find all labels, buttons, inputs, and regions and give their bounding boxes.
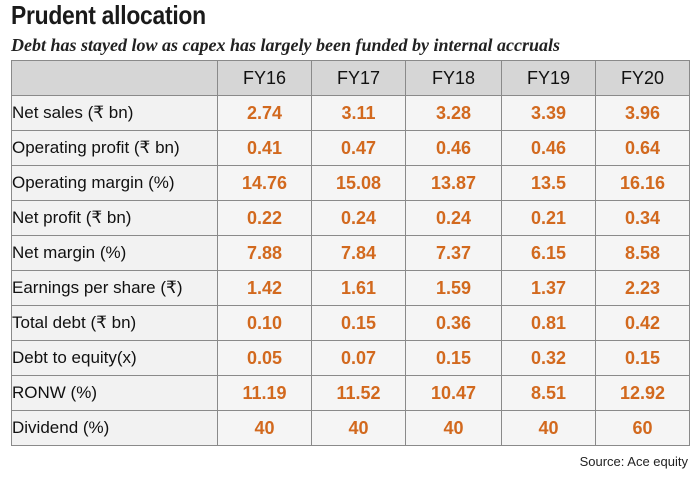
value-cell: 11.52 — [311, 375, 406, 411]
value-cell: 1.59 — [405, 270, 502, 306]
table-body: Net sales (₹ bn) 2.74 3.11 3.28 3.39 3.96 Oper… — [11, 95, 690, 446]
table-row: Dividend (%) 40 40 40 40 60 — [11, 410, 690, 446]
value-cell: 13.5 — [501, 165, 596, 201]
value-cell: 0.21 — [501, 200, 596, 236]
column-header-fy20: FY20 — [595, 60, 690, 96]
value-cell: 0.15 — [595, 340, 690, 376]
value-cell: 11.19 — [217, 375, 312, 411]
value-cell: 0.46 — [405, 130, 502, 166]
value-cell: 13.87 — [405, 165, 502, 201]
table-row: Net sales (₹ bn) 2.74 3.11 3.28 3.39 3.96 — [11, 95, 690, 131]
value-cell: 0.42 — [595, 305, 690, 341]
header-row: FY16 FY17 FY18 FY19 FY20 — [11, 60, 690, 96]
row-label: Debt to equity(x) — [11, 340, 218, 376]
value-cell: 60 — [595, 410, 690, 446]
table-row: RONW (%) 11.19 11.52 10.47 8.51 12.92 — [11, 375, 690, 411]
value-cell: 0.34 — [595, 200, 690, 236]
table-row: Operating profit (₹ bn) 0.41 0.47 0.46 0.46 0… — [11, 130, 690, 166]
table-row: Debt to equity(x) 0.05 0.07 0.15 0.32 0.15 — [11, 340, 690, 376]
column-header-fy18: FY18 — [405, 60, 502, 96]
value-cell: 1.61 — [311, 270, 406, 306]
value-cell: 0.24 — [311, 200, 406, 236]
table-row: Net profit (₹ bn) 0.22 0.24 0.24 0.21 0.34 — [11, 200, 690, 236]
chart-subtitle: Debt has stayed low as capex has largely… — [11, 35, 560, 55]
value-cell: 0.15 — [311, 305, 406, 341]
value-cell: 0.64 — [595, 130, 690, 166]
value-cell: 6.15 — [501, 235, 596, 271]
value-cell: 0.24 — [405, 200, 502, 236]
value-cell: 0.32 — [501, 340, 596, 376]
row-label: Net sales (₹ bn) — [11, 95, 218, 131]
value-cell: 0.46 — [501, 130, 596, 166]
value-cell: 0.15 — [405, 340, 502, 376]
table-row: Earnings per share (₹) 1.42 1.61 1.59 1.37 2.… — [11, 270, 690, 306]
value-cell: 40 — [501, 410, 596, 446]
value-cell: 8.51 — [501, 375, 596, 411]
value-cell: 8.58 — [595, 235, 690, 271]
value-cell: 3.39 — [501, 95, 596, 131]
row-label: Operating margin (%) — [11, 165, 218, 201]
source-note: Source: Ace equity — [579, 454, 688, 469]
value-cell: 40 — [217, 410, 312, 446]
value-cell: 7.37 — [405, 235, 502, 271]
header-corner-cell — [11, 60, 218, 96]
column-header-fy16: FY16 — [217, 60, 312, 96]
value-cell: 1.42 — [217, 270, 312, 306]
value-cell: 0.41 — [217, 130, 312, 166]
value-cell: 7.84 — [311, 235, 406, 271]
table-row: Operating margin (%) 14.76 15.08 13.87 13.5 1… — [11, 165, 690, 201]
value-cell: 10.47 — [405, 375, 502, 411]
row-label: Operating profit (₹ bn) — [11, 130, 218, 166]
row-label: Net margin (%) — [11, 235, 218, 271]
column-header-fy17: FY17 — [311, 60, 406, 96]
value-cell: 3.11 — [311, 95, 406, 131]
value-cell: 7.88 — [217, 235, 312, 271]
value-cell: 3.28 — [405, 95, 502, 131]
value-cell: 0.10 — [217, 305, 312, 341]
row-label: Total debt (₹ bn) — [11, 305, 218, 341]
data-table: FY16 FY17 FY18 FY19 FY20 Net sales (₹ bn) 2.7… — [11, 60, 690, 446]
value-cell: 1.37 — [501, 270, 596, 306]
value-cell: 0.47 — [311, 130, 406, 166]
table-row: Net margin (%) 7.88 7.84 7.37 6.15 8.58 — [11, 235, 690, 271]
value-cell: 0.81 — [501, 305, 596, 341]
row-label: RONW (%) — [11, 375, 218, 411]
value-cell: 0.36 — [405, 305, 502, 341]
value-cell: 0.22 — [217, 200, 312, 236]
value-cell: 12.92 — [595, 375, 690, 411]
row-label: Earnings per share (₹) — [11, 270, 218, 306]
value-cell: 2.23 — [595, 270, 690, 306]
chart-title: Prudent allocation — [11, 0, 206, 30]
value-cell: 14.76 — [217, 165, 312, 201]
row-label: Net profit (₹ bn) — [11, 200, 218, 236]
value-cell: 15.08 — [311, 165, 406, 201]
value-cell: 40 — [311, 410, 406, 446]
value-cell: 3.96 — [595, 95, 690, 131]
value-cell: 0.05 — [217, 340, 312, 376]
value-cell: 2.74 — [217, 95, 312, 131]
table-row: Total debt (₹ bn) 0.10 0.15 0.36 0.81 0.42 — [11, 305, 690, 341]
value-cell: 40 — [405, 410, 502, 446]
value-cell: 16.16 — [595, 165, 690, 201]
value-cell: 0.07 — [311, 340, 406, 376]
row-label: Dividend (%) — [11, 410, 218, 446]
column-header-fy19: FY19 — [501, 60, 596, 96]
